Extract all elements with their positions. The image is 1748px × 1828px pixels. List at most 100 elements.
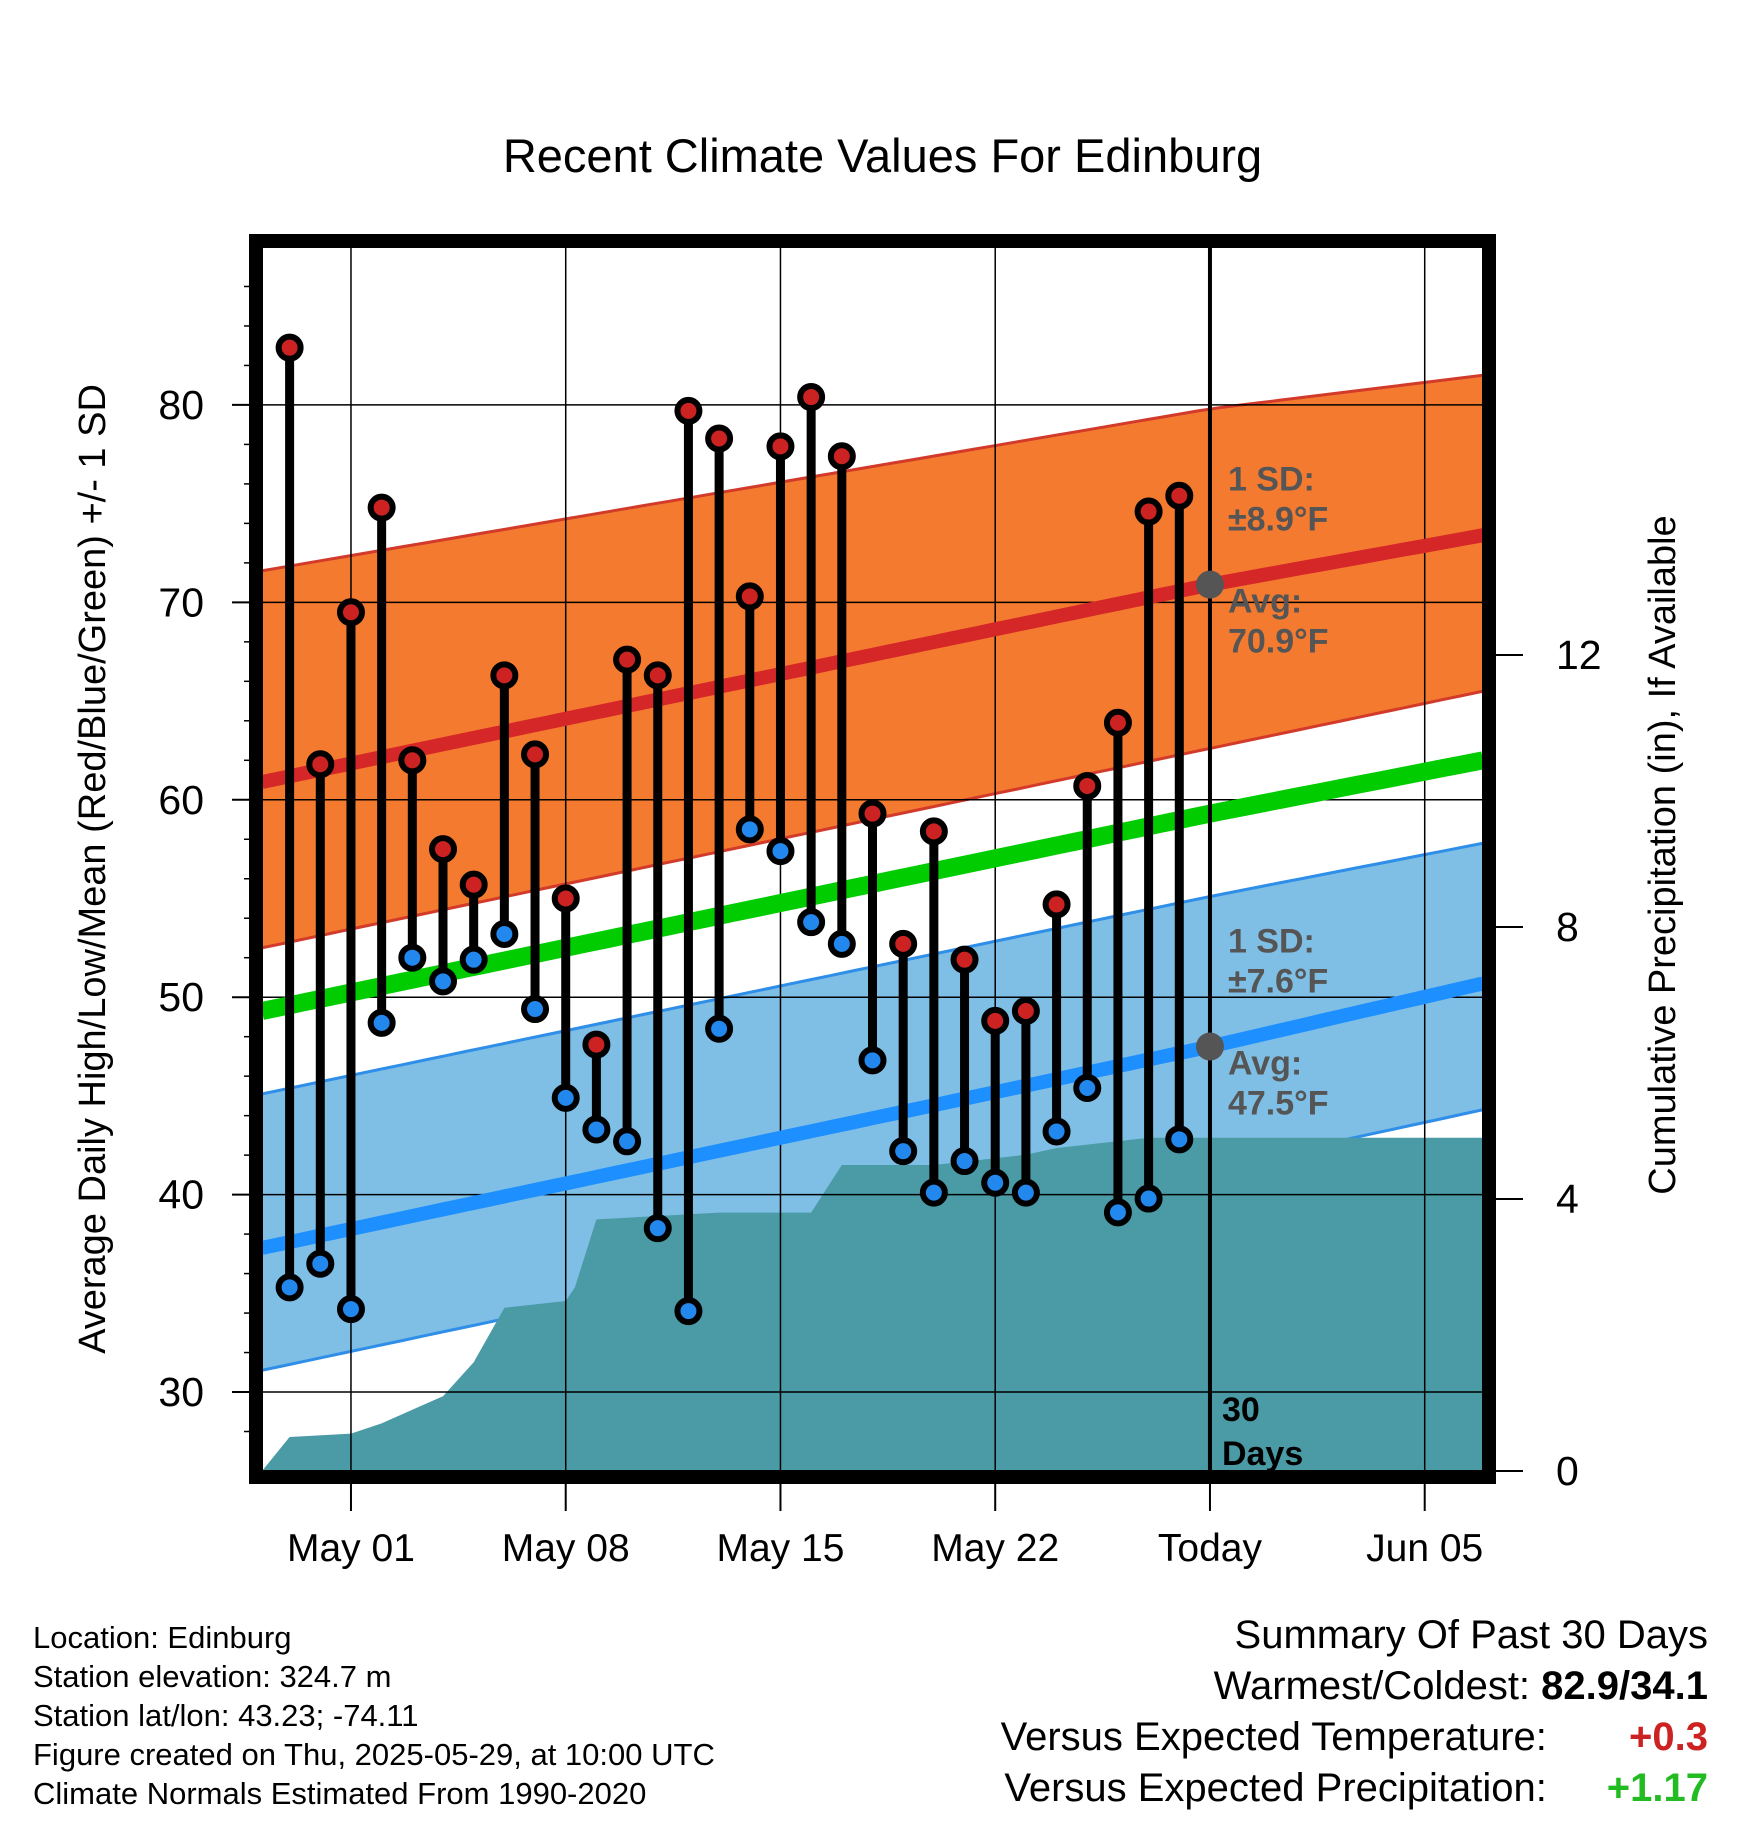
daily-low-point — [1103, 1198, 1132, 1227]
low-avg-line — [262, 976, 1483, 1255]
daily-high-point — [1011, 997, 1040, 1026]
daily-high-point — [1042, 890, 1071, 919]
station-info: Location: Edinburg Station elevation: 32… — [33, 1618, 715, 1813]
daily-low-point — [858, 1046, 887, 1075]
plot-area: 1 SD: ±8.9°F Avg: 70.9°F 1 SD: ±7.6°F Avg: 47.5… — [262, 247, 1483, 1471]
normals-text: Climate Normals Estimated From 1990-2020 — [33, 1776, 647, 1811]
daily-high-point — [398, 746, 427, 775]
daily-low-point — [1011, 1178, 1040, 1207]
cumulative-precip-area — [262, 1137, 1483, 1471]
chart-title: Recent Climate Values For Edinburg — [503, 129, 1262, 182]
temperature-departure-value: +0.3 — [1629, 1715, 1708, 1759]
daily-low-point — [275, 1273, 304, 1302]
daily-low-point — [367, 1008, 396, 1037]
daily-high-point — [459, 870, 488, 899]
daily-low-point — [827, 929, 856, 958]
daily-low-point — [797, 908, 826, 937]
temperature-departure-label: Versus Expected Temperature: — [1000, 1715, 1547, 1759]
plot-frame — [249, 234, 1496, 1484]
low-sd-annotation: 1 SD: ±7.6°F — [1228, 923, 1328, 1001]
y-tick-label: 60 — [158, 777, 204, 823]
daily-low-point — [429, 967, 458, 996]
summary-title: Summary Of Past 30 Days — [1234, 1613, 1708, 1657]
daily-high-point — [1134, 497, 1163, 526]
precipitation-departure-row: Versus Expected Precipitation: +1.17 — [808, 1763, 1708, 1814]
daily-low-point — [398, 943, 427, 972]
y2-tick-label: 12 — [1556, 632, 1602, 678]
high-avg-marker — [1195, 570, 1224, 599]
y2-tick-label: 4 — [1556, 1176, 1579, 1222]
daily-high-point — [981, 1006, 1010, 1035]
high-sd-upper-line — [262, 373, 1483, 573]
daily-high-point — [275, 333, 304, 362]
x-tick-label: May 01 — [287, 1527, 415, 1570]
daily-low-point — [766, 837, 795, 866]
daily-low-point — [459, 945, 488, 974]
elevation-text: Station elevation: 324.7 m — [33, 1659, 392, 1694]
precipitation-departure-value: +1.17 — [1606, 1766, 1708, 1810]
daily-low-point — [490, 920, 519, 949]
created-text: Figure created on Thu, 2025-05-29, at 10… — [33, 1737, 715, 1772]
daily-high-point — [1165, 481, 1194, 510]
daily-high-point — [766, 432, 795, 461]
x-tick-label: Jun 05 — [1366, 1527, 1483, 1570]
warmest-coldest-row: Warmest/Coldest: 82.9/34.1 — [808, 1661, 1708, 1712]
temperature-departure-row: Versus Expected Temperature: +0.3 — [808, 1712, 1708, 1763]
daily-low-point — [705, 1014, 734, 1043]
high-avg-line — [262, 528, 1483, 789]
daily-high-point — [705, 424, 734, 453]
daily-low-point — [582, 1115, 611, 1144]
warmest-coldest-label: Warmest/Coldest: — [1213, 1664, 1531, 1708]
high-avg-annotation: Avg: 70.9°F — [1228, 583, 1329, 661]
daily-low-point — [643, 1214, 672, 1243]
daily-high-point — [1073, 771, 1102, 800]
latlon-text: Station lat/lon: 43.23; -74.11 — [33, 1698, 419, 1733]
daily-low-point — [521, 995, 550, 1024]
y-tick-label: 30 — [158, 1369, 204, 1415]
y-tick-label: 50 — [158, 974, 204, 1020]
high-sd-annotation: 1 SD: ±8.9°F — [1228, 461, 1328, 539]
daily-low-point — [306, 1249, 335, 1278]
climate-chart: 1 SD: ±8.9°F Avg: 70.9°F 1 SD: ±7.6°F Avg: 47.5… — [72, 129, 1684, 1600]
summary-panel: Summary Of Past 30 Days Warmest/Coldest:… — [808, 1610, 1708, 1814]
x-tick-label: May 08 — [502, 1527, 630, 1570]
daily-high-point — [889, 929, 918, 958]
daily-low-point — [551, 1083, 580, 1112]
daily-low-point — [1042, 1117, 1071, 1146]
daily-high-point — [735, 582, 764, 611]
y2-axis-label: Cumulative Precipitation (in), If Availa… — [1642, 515, 1684, 1194]
daily-low-point — [919, 1178, 948, 1207]
y-axis-label: Average Daily High/Low/Mean (Red/Blue/Gr… — [72, 384, 114, 1354]
y2-tick-label: 8 — [1556, 904, 1579, 950]
daily-low-point — [1134, 1184, 1163, 1213]
daily-high-point — [919, 817, 948, 846]
daily-high-point — [950, 945, 979, 974]
daily-high-point — [306, 750, 335, 779]
daily-low-point — [336, 1295, 365, 1324]
daily-high-point — [797, 383, 826, 412]
daily-low-point — [889, 1137, 918, 1166]
daily-high-point — [674, 396, 703, 425]
location-text: Location: Edinburg — [33, 1620, 292, 1655]
x-axis-label: Day — [838, 1595, 908, 1600]
daily-low-point — [674, 1297, 703, 1326]
x-tick-label: Today — [1158, 1527, 1263, 1570]
daily-high-point — [551, 884, 580, 913]
daily-high-point — [858, 799, 887, 828]
x-tick-label: May 15 — [717, 1527, 845, 1570]
daily-high-point — [582, 1030, 611, 1059]
daily-high-point — [827, 442, 856, 471]
daily-high-point — [613, 645, 642, 674]
daily-high-point — [367, 493, 396, 522]
x-tick-label: May 22 — [931, 1527, 1059, 1570]
daily-high-point — [1103, 708, 1132, 737]
precipitation-departure-label: Versus Expected Precipitation: — [1004, 1766, 1547, 1810]
daily-high-point — [521, 740, 550, 769]
daily-high-point — [490, 661, 519, 690]
y2-tick-label: 0 — [1556, 1448, 1579, 1494]
daily-low-point — [1165, 1125, 1194, 1154]
daily-low-point — [613, 1127, 642, 1156]
low-avg-annotation: Avg: 47.5°F — [1228, 1045, 1329, 1123]
daily-low-point — [735, 815, 764, 844]
daily-high-point — [643, 661, 672, 690]
